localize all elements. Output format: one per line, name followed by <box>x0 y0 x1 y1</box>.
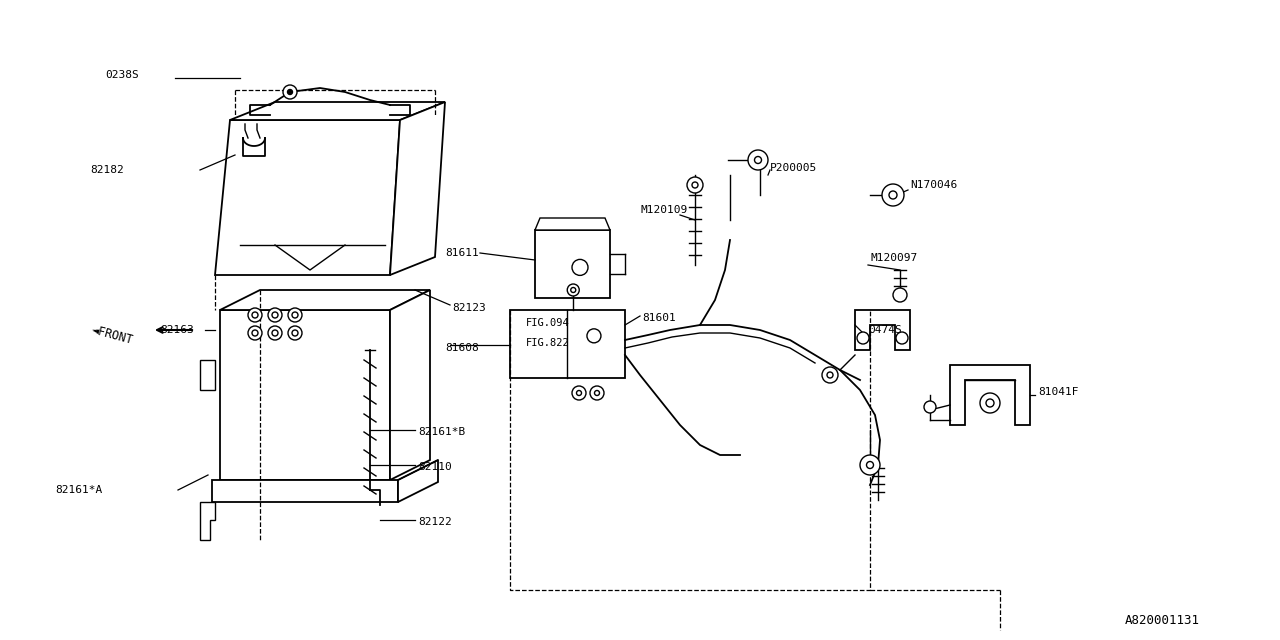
Circle shape <box>594 390 599 396</box>
Text: M120109: M120109 <box>640 205 687 215</box>
Polygon shape <box>220 290 430 310</box>
Circle shape <box>576 390 581 396</box>
Circle shape <box>692 182 698 188</box>
Circle shape <box>292 330 298 336</box>
Text: 82122: 82122 <box>419 517 452 527</box>
Circle shape <box>268 308 282 322</box>
Text: 82182: 82182 <box>90 165 124 175</box>
Circle shape <box>572 386 586 400</box>
Circle shape <box>822 367 838 383</box>
Circle shape <box>273 330 278 336</box>
Circle shape <box>748 150 768 170</box>
Polygon shape <box>398 460 438 502</box>
Polygon shape <box>390 102 445 275</box>
Text: 81041F: 81041F <box>1038 387 1079 397</box>
Circle shape <box>986 399 995 407</box>
Polygon shape <box>230 102 445 120</box>
Text: ◄FRONT: ◄FRONT <box>90 323 134 347</box>
Circle shape <box>567 284 580 296</box>
Text: P200005: P200005 <box>771 163 817 173</box>
Polygon shape <box>215 120 401 275</box>
Bar <box>509 310 625 378</box>
Circle shape <box>867 461 873 468</box>
Text: 81611: 81611 <box>445 248 479 258</box>
Circle shape <box>882 184 904 206</box>
Text: 81608: 81608 <box>445 343 479 353</box>
Circle shape <box>252 312 259 318</box>
Text: 82110: 82110 <box>419 462 452 472</box>
Circle shape <box>288 308 302 322</box>
Circle shape <box>896 332 908 344</box>
Circle shape <box>858 332 869 344</box>
Text: FIG.822: FIG.822 <box>526 338 570 348</box>
Bar <box>535 230 611 298</box>
Circle shape <box>283 85 297 99</box>
Bar <box>200 360 215 390</box>
Circle shape <box>572 259 588 275</box>
Text: N170046: N170046 <box>910 180 957 190</box>
Circle shape <box>288 326 302 340</box>
Polygon shape <box>535 218 611 230</box>
Circle shape <box>687 177 703 193</box>
Circle shape <box>571 287 576 292</box>
Circle shape <box>890 191 897 199</box>
Text: 0238S: 0238S <box>105 70 138 80</box>
Circle shape <box>292 312 298 318</box>
Circle shape <box>827 372 833 378</box>
Circle shape <box>252 330 259 336</box>
Polygon shape <box>950 365 1030 425</box>
Polygon shape <box>212 480 398 502</box>
Polygon shape <box>855 310 910 350</box>
Circle shape <box>893 288 908 302</box>
Text: M120097: M120097 <box>870 253 918 263</box>
Polygon shape <box>200 502 215 540</box>
Text: A820001131: A820001131 <box>1125 614 1201 627</box>
Text: 82123: 82123 <box>452 303 485 313</box>
Text: 82163: 82163 <box>160 325 193 335</box>
Text: 81601: 81601 <box>643 313 676 323</box>
Text: FIG.094: FIG.094 <box>526 318 570 328</box>
Circle shape <box>268 326 282 340</box>
Circle shape <box>273 312 278 318</box>
Text: 82161*A: 82161*A <box>55 485 102 495</box>
Circle shape <box>248 308 262 322</box>
Circle shape <box>860 455 881 475</box>
Circle shape <box>588 329 600 343</box>
Polygon shape <box>390 290 430 480</box>
Circle shape <box>924 401 936 413</box>
Circle shape <box>980 393 1000 413</box>
Polygon shape <box>220 310 390 480</box>
Circle shape <box>288 90 293 95</box>
Circle shape <box>248 326 262 340</box>
Circle shape <box>590 386 604 400</box>
Text: 0474S: 0474S <box>868 325 901 335</box>
Text: 82161*B: 82161*B <box>419 427 465 437</box>
Circle shape <box>754 157 762 163</box>
